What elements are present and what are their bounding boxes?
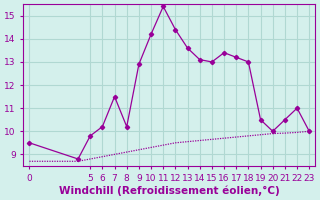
X-axis label: Windchill (Refroidissement éolien,°C): Windchill (Refroidissement éolien,°C) [59, 185, 280, 196]
